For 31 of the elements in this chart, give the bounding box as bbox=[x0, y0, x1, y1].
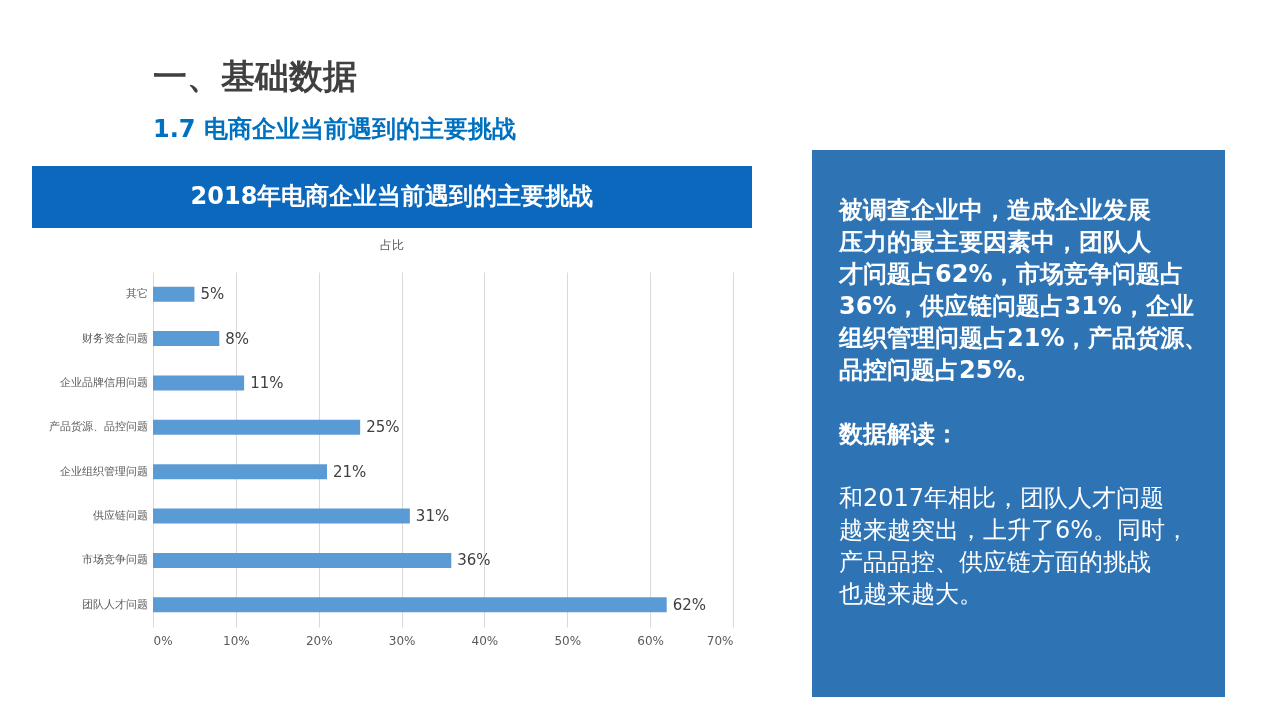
text: 1.7 电商企业当前遇到的主要挑战 bbox=[153, 115, 516, 143]
chart-subtitle: 占比 bbox=[380, 238, 404, 252]
y-tick-label: 其它 bbox=[125, 287, 148, 301]
data-label: 21% bbox=[333, 462, 367, 481]
y-tick-label: 企业品牌信用问题 bbox=[59, 375, 148, 389]
data-label: 36% bbox=[457, 551, 491, 570]
text: 和2017年相比，团队人才问题越来越突出，上升了6%。同时，产品品控、供应链方面的挑战也越来越大。 bbox=[839, 484, 1190, 608]
x-tick-label: 40% bbox=[471, 633, 499, 648]
data-label: 25% bbox=[366, 418, 400, 437]
data-label: 5% bbox=[200, 285, 225, 304]
y-tick-label: 企业组织管理问题 bbox=[59, 464, 148, 478]
x-tick-label: 70% bbox=[706, 633, 734, 648]
data-label: 11% bbox=[250, 373, 284, 392]
x-tick-label: 20% bbox=[305, 633, 333, 648]
x-tick-label: 10% bbox=[223, 633, 250, 648]
y-tick-label: 财务资金问题 bbox=[81, 331, 148, 345]
y-tick-label: 供应链问题 bbox=[92, 509, 148, 523]
y-tick-label: 产品货源、品控问题 bbox=[48, 420, 148, 434]
x-tick-label: 30% bbox=[388, 633, 416, 648]
data-label: 62% bbox=[672, 595, 707, 614]
x-tick-label: 50% bbox=[554, 633, 582, 648]
text: 数据解读： bbox=[838, 420, 959, 448]
data-label: 31% bbox=[415, 507, 450, 526]
x-tick-label: 60% bbox=[637, 633, 664, 648]
chart-title: 2018年电商企业当前遇到的主要挑战 bbox=[190, 182, 594, 210]
text: 被调查企业中，造成企业发展压力的最主要因素中，团队人才问题占62%，市场竞争问题占36%，供应链问题占31%，企业组织管理问题占21%，产品货源、品控问题占25%。 bbox=[838, 196, 1209, 384]
text: 一、基础数据 bbox=[153, 56, 357, 96]
x-tick-label: 0% bbox=[153, 633, 173, 648]
y-tick-label: 市场竞争问题 bbox=[81, 553, 148, 567]
data-label: 8% bbox=[225, 329, 250, 348]
y-tick-label: 团队人才问题 bbox=[81, 597, 148, 611]
